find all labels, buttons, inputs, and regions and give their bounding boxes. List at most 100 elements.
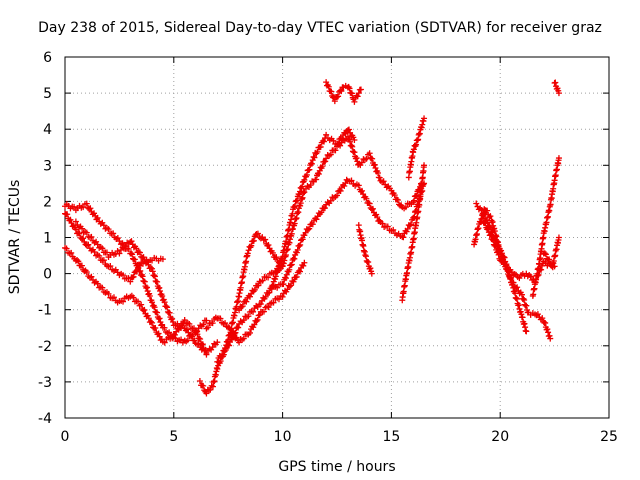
data-point bbox=[260, 308, 267, 315]
data-point bbox=[379, 220, 386, 227]
data-point bbox=[94, 214, 101, 221]
data-point bbox=[209, 344, 216, 351]
data-point bbox=[284, 286, 291, 293]
data-point bbox=[296, 191, 303, 198]
data-point bbox=[274, 267, 281, 274]
data-point bbox=[105, 290, 112, 297]
data-point bbox=[128, 250, 135, 257]
data-point bbox=[477, 219, 484, 226]
data-point bbox=[291, 255, 298, 262]
data-point bbox=[194, 331, 201, 338]
x-tick-label: 25 bbox=[600, 429, 618, 445]
data-point bbox=[523, 302, 530, 309]
data-point bbox=[83, 269, 90, 276]
data-point bbox=[321, 205, 328, 212]
data-point bbox=[350, 134, 357, 141]
data-point bbox=[269, 249, 276, 256]
data-point bbox=[196, 335, 203, 342]
data-point bbox=[272, 273, 279, 280]
data-point bbox=[250, 308, 257, 315]
data-point bbox=[79, 225, 86, 232]
data-point bbox=[197, 336, 204, 343]
data-point bbox=[384, 223, 391, 230]
data-point bbox=[128, 238, 135, 245]
series-track bbox=[540, 234, 562, 270]
data-point bbox=[301, 176, 308, 183]
series-track bbox=[551, 79, 562, 97]
data-point bbox=[486, 213, 493, 220]
data-point bbox=[72, 218, 79, 225]
data-point bbox=[169, 315, 176, 322]
data-point bbox=[293, 249, 300, 256]
data-point bbox=[484, 207, 491, 214]
data-point bbox=[280, 281, 287, 288]
y-tick-label: 2 bbox=[43, 194, 52, 210]
data-point bbox=[351, 98, 358, 105]
data-point bbox=[354, 93, 361, 100]
data-point bbox=[125, 275, 132, 282]
data-point bbox=[225, 324, 232, 331]
data-point bbox=[406, 222, 413, 229]
data-point bbox=[229, 334, 236, 341]
data-point bbox=[475, 225, 482, 232]
y-tick-label: 0 bbox=[43, 267, 52, 283]
data-point bbox=[136, 249, 143, 256]
data-point bbox=[200, 382, 207, 389]
data-point bbox=[371, 161, 378, 168]
data-point bbox=[343, 176, 350, 183]
data-point bbox=[208, 382, 215, 389]
data-point bbox=[327, 197, 334, 204]
data-point bbox=[311, 154, 318, 161]
data-point bbox=[300, 262, 307, 269]
data-point bbox=[85, 241, 92, 248]
data-point bbox=[254, 230, 261, 237]
data-point bbox=[495, 251, 502, 258]
data-point bbox=[294, 197, 301, 204]
data-point bbox=[251, 321, 258, 328]
data-point bbox=[204, 324, 211, 331]
data-point bbox=[114, 235, 121, 242]
data-point bbox=[200, 321, 207, 328]
data-point bbox=[172, 331, 179, 338]
data-point bbox=[380, 178, 387, 185]
data-point bbox=[376, 174, 383, 181]
series-track bbox=[529, 155, 562, 299]
data-point bbox=[320, 138, 327, 145]
data-point bbox=[80, 235, 87, 242]
series-track bbox=[203, 259, 308, 346]
data-point bbox=[390, 226, 397, 233]
data-point bbox=[164, 304, 171, 311]
data-point bbox=[478, 207, 485, 214]
data-point bbox=[403, 228, 410, 235]
data-point bbox=[130, 273, 137, 280]
data-point bbox=[555, 155, 562, 162]
data-point bbox=[87, 205, 94, 212]
data-point bbox=[178, 336, 185, 343]
x-tick-label: 0 bbox=[61, 429, 70, 445]
data-point bbox=[481, 211, 488, 218]
y-tick-label: 3 bbox=[43, 158, 52, 174]
chart-title: Day 238 of 2015, Sidereal Day-to-day VTE… bbox=[38, 20, 602, 36]
data-point bbox=[546, 332, 553, 339]
y-tick-label: 6 bbox=[43, 50, 52, 66]
data-point bbox=[152, 324, 159, 331]
data-point bbox=[369, 205, 376, 212]
data-point bbox=[120, 298, 127, 305]
data-point bbox=[349, 143, 356, 150]
data-point bbox=[110, 230, 117, 237]
data-point bbox=[410, 146, 417, 153]
data-point bbox=[236, 307, 243, 314]
data-point bbox=[161, 339, 168, 346]
data-point bbox=[297, 268, 304, 275]
data-point bbox=[129, 274, 136, 281]
data-point bbox=[203, 317, 210, 324]
data-point bbox=[139, 273, 146, 280]
data-point bbox=[308, 160, 315, 167]
data-point bbox=[217, 315, 224, 322]
data-point bbox=[236, 339, 243, 346]
data-point bbox=[120, 272, 127, 279]
data-point bbox=[290, 278, 297, 285]
series-track bbox=[399, 162, 428, 304]
data-point bbox=[317, 143, 324, 150]
data-point bbox=[487, 213, 494, 220]
